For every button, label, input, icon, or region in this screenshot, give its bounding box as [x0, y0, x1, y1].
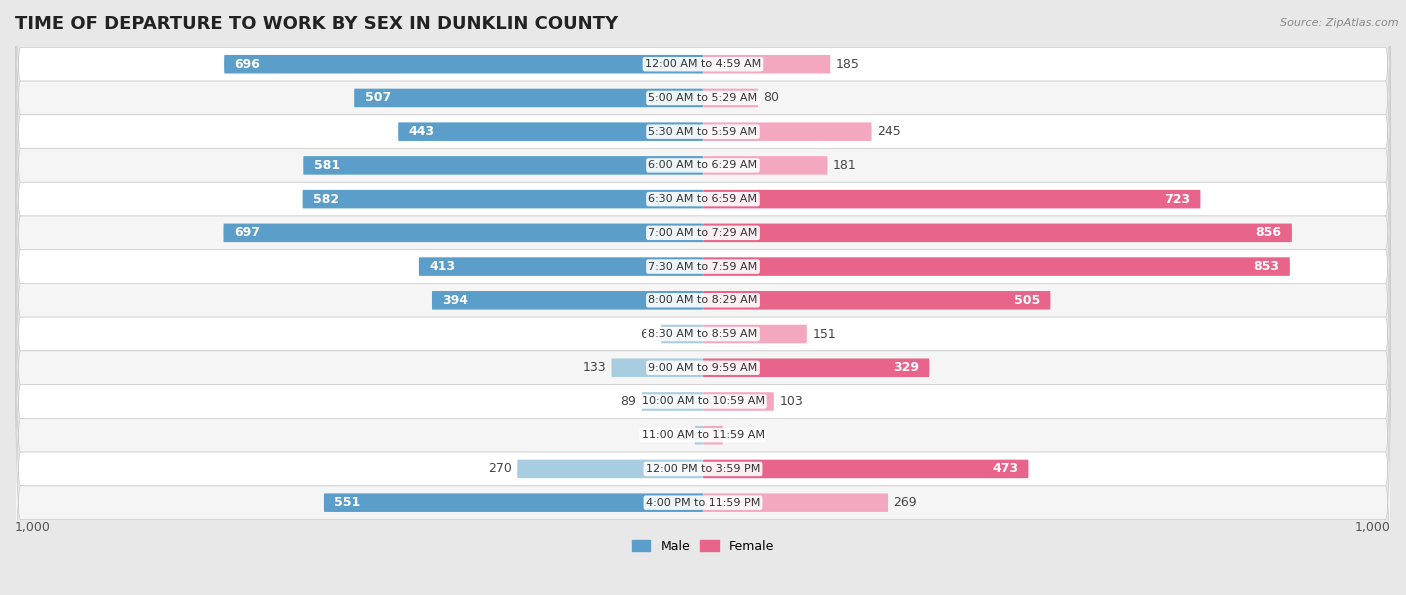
FancyBboxPatch shape — [323, 493, 703, 512]
FancyBboxPatch shape — [703, 89, 758, 107]
FancyBboxPatch shape — [15, 14, 1391, 519]
FancyBboxPatch shape — [224, 55, 703, 74]
FancyBboxPatch shape — [15, 48, 1391, 553]
Text: 505: 505 — [1014, 294, 1040, 307]
Text: 551: 551 — [335, 496, 360, 509]
FancyBboxPatch shape — [354, 89, 703, 107]
Text: 12:00 PM to 3:59 PM: 12:00 PM to 3:59 PM — [645, 464, 761, 474]
FancyBboxPatch shape — [703, 190, 1201, 208]
FancyBboxPatch shape — [398, 123, 703, 141]
FancyBboxPatch shape — [15, 0, 1391, 351]
Text: 61: 61 — [640, 327, 655, 340]
Text: 245: 245 — [877, 125, 901, 138]
FancyBboxPatch shape — [703, 156, 828, 175]
FancyBboxPatch shape — [703, 257, 1289, 276]
Text: 723: 723 — [1164, 193, 1189, 206]
Legend: Male, Female: Male, Female — [627, 535, 779, 558]
Text: 7:00 AM to 7:29 AM: 7:00 AM to 7:29 AM — [648, 228, 758, 238]
FancyBboxPatch shape — [304, 156, 703, 175]
FancyBboxPatch shape — [15, 149, 1391, 595]
FancyBboxPatch shape — [703, 493, 889, 512]
Text: 151: 151 — [813, 327, 837, 340]
Text: 269: 269 — [894, 496, 917, 509]
Text: 581: 581 — [314, 159, 340, 172]
Text: 9:00 AM to 9:59 AM: 9:00 AM to 9:59 AM — [648, 363, 758, 372]
FancyBboxPatch shape — [703, 55, 831, 74]
Text: 696: 696 — [235, 58, 260, 71]
Text: 181: 181 — [832, 159, 856, 172]
Text: 6:30 AM to 6:59 AM: 6:30 AM to 6:59 AM — [648, 194, 758, 204]
Text: 507: 507 — [364, 92, 391, 105]
Text: 12: 12 — [673, 429, 689, 441]
Text: 29: 29 — [728, 429, 744, 441]
FancyBboxPatch shape — [15, 250, 1391, 595]
FancyBboxPatch shape — [15, 81, 1391, 587]
Text: 853: 853 — [1254, 260, 1279, 273]
Text: 5:00 AM to 5:29 AM: 5:00 AM to 5:29 AM — [648, 93, 758, 103]
Text: 394: 394 — [443, 294, 468, 307]
Text: 8:30 AM to 8:59 AM: 8:30 AM to 8:59 AM — [648, 329, 758, 339]
FancyBboxPatch shape — [703, 392, 773, 411]
Text: 1,000: 1,000 — [1355, 521, 1391, 534]
Text: 4:00 PM to 11:59 PM: 4:00 PM to 11:59 PM — [645, 497, 761, 508]
FancyBboxPatch shape — [15, 0, 1391, 452]
FancyBboxPatch shape — [641, 392, 703, 411]
FancyBboxPatch shape — [695, 426, 703, 444]
FancyBboxPatch shape — [517, 460, 703, 478]
FancyBboxPatch shape — [15, 182, 1391, 595]
Text: 697: 697 — [233, 226, 260, 239]
Text: Source: ZipAtlas.com: Source: ZipAtlas.com — [1281, 18, 1399, 28]
FancyBboxPatch shape — [15, 0, 1391, 384]
Text: 329: 329 — [893, 361, 920, 374]
Text: 270: 270 — [488, 462, 512, 475]
FancyBboxPatch shape — [703, 291, 1050, 309]
Text: 11:00 AM to 11:59 AM: 11:00 AM to 11:59 AM — [641, 430, 765, 440]
FancyBboxPatch shape — [15, 115, 1391, 595]
Text: 1,000: 1,000 — [15, 521, 51, 534]
FancyBboxPatch shape — [15, 216, 1391, 595]
Text: 133: 133 — [582, 361, 606, 374]
Text: 6:00 AM to 6:29 AM: 6:00 AM to 6:29 AM — [648, 161, 758, 170]
Text: 89: 89 — [620, 395, 637, 408]
FancyBboxPatch shape — [224, 224, 703, 242]
FancyBboxPatch shape — [703, 460, 1028, 478]
FancyBboxPatch shape — [612, 358, 703, 377]
Text: 10:00 AM to 10:59 AM: 10:00 AM to 10:59 AM — [641, 396, 765, 406]
Text: 413: 413 — [429, 260, 456, 273]
FancyBboxPatch shape — [703, 224, 1292, 242]
FancyBboxPatch shape — [703, 325, 807, 343]
FancyBboxPatch shape — [432, 291, 703, 309]
FancyBboxPatch shape — [703, 358, 929, 377]
Text: 12:00 AM to 4:59 AM: 12:00 AM to 4:59 AM — [645, 60, 761, 69]
FancyBboxPatch shape — [15, 0, 1391, 418]
FancyBboxPatch shape — [703, 426, 723, 444]
FancyBboxPatch shape — [661, 325, 703, 343]
Text: 473: 473 — [993, 462, 1018, 475]
FancyBboxPatch shape — [15, 0, 1391, 486]
Text: TIME OF DEPARTURE TO WORK BY SEX IN DUNKLIN COUNTY: TIME OF DEPARTURE TO WORK BY SEX IN DUNK… — [15, 15, 619, 33]
FancyBboxPatch shape — [15, 0, 1391, 317]
Text: 5:30 AM to 5:59 AM: 5:30 AM to 5:59 AM — [648, 127, 758, 137]
FancyBboxPatch shape — [419, 257, 703, 276]
Text: 443: 443 — [409, 125, 434, 138]
FancyBboxPatch shape — [302, 190, 703, 208]
Text: 7:30 AM to 7:59 AM: 7:30 AM to 7:59 AM — [648, 262, 758, 271]
Text: 80: 80 — [763, 92, 779, 105]
Text: 103: 103 — [779, 395, 803, 408]
Text: 8:00 AM to 8:29 AM: 8:00 AM to 8:29 AM — [648, 295, 758, 305]
FancyBboxPatch shape — [703, 123, 872, 141]
Text: 856: 856 — [1256, 226, 1282, 239]
Text: 582: 582 — [314, 193, 339, 206]
Text: 185: 185 — [835, 58, 859, 71]
